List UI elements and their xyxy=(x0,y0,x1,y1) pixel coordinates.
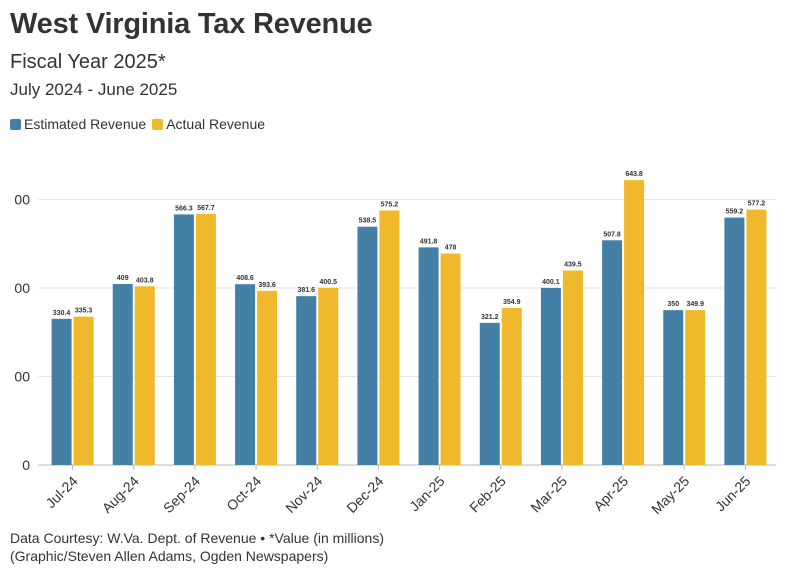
x-tick-label: May-25 xyxy=(648,473,692,517)
bar-actual xyxy=(746,209,767,465)
data-label: 400.1 xyxy=(542,279,560,286)
bar-actual xyxy=(318,287,339,465)
y-tick-label: 0 xyxy=(22,457,30,473)
data-label: 330.4 xyxy=(53,310,71,317)
y-tick-label: 00 xyxy=(14,369,30,385)
chart-subtitle: Fiscal Year 2025* xyxy=(10,51,166,73)
bar-estimated xyxy=(602,240,623,465)
bar-actual xyxy=(134,286,155,465)
data-label: 381.6 xyxy=(297,287,315,294)
data-label: 409 xyxy=(117,275,129,282)
bar-estimated xyxy=(296,296,317,465)
legend-swatch-estimated xyxy=(10,118,21,130)
bar-actual xyxy=(624,180,645,465)
bar-estimated xyxy=(51,318,72,465)
data-label: 354.9 xyxy=(503,299,521,306)
chart-title: West Virginia Tax Revenue xyxy=(10,8,373,40)
y-tick-label: 00 xyxy=(14,280,30,296)
bar-estimated xyxy=(112,284,133,465)
x-tick-label: Nov-24 xyxy=(282,473,325,516)
chart-date-range: July 2024 - June 2025 xyxy=(10,80,178,99)
bar-actual xyxy=(685,310,706,465)
data-label: 566.3 xyxy=(175,205,193,212)
data-label: 575.2 xyxy=(381,201,399,208)
x-tick-label: Mar-25 xyxy=(527,473,570,516)
data-label: 350 xyxy=(667,301,679,308)
x-tick-label: Dec-24 xyxy=(343,473,386,516)
x-tick-label: Apr-25 xyxy=(590,473,631,514)
data-label: 567.7 xyxy=(197,205,215,212)
data-label: 491.8 xyxy=(420,238,438,245)
x-tick-label: Sep-24 xyxy=(160,473,203,516)
bar-estimated xyxy=(173,214,194,465)
data-label: 577.2 xyxy=(748,201,766,208)
chart-legend: Estimated Revenue Actual Revenue xyxy=(10,116,271,132)
data-label: 349.9 xyxy=(686,301,704,308)
bar-estimated xyxy=(357,226,378,465)
bar-estimated xyxy=(540,287,561,465)
bar-actual xyxy=(257,290,278,465)
y-tick-label: 00 xyxy=(14,192,30,208)
data-label: 643.8 xyxy=(625,171,643,178)
x-tick-label: Jul-24 xyxy=(42,473,80,511)
data-label: 393.6 xyxy=(258,282,276,289)
x-tick-label: Feb-25 xyxy=(466,473,509,516)
data-label: 321.2 xyxy=(481,314,499,321)
legend-item-actual: Actual Revenue xyxy=(152,116,265,132)
data-label: 559.2 xyxy=(726,209,744,216)
x-tick-label: Oct-24 xyxy=(223,473,264,514)
data-label: 478 xyxy=(445,244,457,251)
data-label: 439.5 xyxy=(564,262,582,269)
legend-swatch-actual xyxy=(152,118,164,130)
bar-actual xyxy=(440,253,461,465)
data-label: 400.5 xyxy=(319,279,337,286)
legend-item-estimated: Estimated Revenue xyxy=(10,116,146,132)
source-note: Data Courtesy: W.Va. Dept. of Revenue • … xyxy=(10,530,384,546)
bar-estimated xyxy=(479,322,500,465)
data-label: 408.6 xyxy=(236,275,254,282)
data-label: 335.3 xyxy=(75,308,93,315)
data-label: 507.8 xyxy=(603,231,621,238)
x-tick-label: Jan-25 xyxy=(406,473,448,515)
bar-actual xyxy=(562,270,583,465)
legend-label-actual: Actual Revenue xyxy=(166,116,266,132)
bar-estimated xyxy=(235,284,256,465)
legend-label-estimated: Estimated Revenue xyxy=(24,116,147,132)
bar-actual xyxy=(195,213,216,465)
bar-actual xyxy=(379,210,400,465)
credit-note: (Graphic/Steven Allen Adams, Ogden Newsp… xyxy=(10,548,329,564)
bar-actual xyxy=(73,316,94,465)
bar-estimated xyxy=(418,247,439,465)
x-tick-label: Aug-24 xyxy=(99,473,142,516)
chart-footer: Data Courtesy: W.Va. Dept. of Revenue • … xyxy=(10,529,384,565)
bar-estimated xyxy=(724,217,745,465)
bar-estimated xyxy=(663,310,684,465)
bar-actual xyxy=(501,307,522,465)
data-label: 403.8 xyxy=(136,277,154,284)
data-label: 538.5 xyxy=(359,218,377,225)
x-tick-label: Jun-25 xyxy=(712,473,754,515)
